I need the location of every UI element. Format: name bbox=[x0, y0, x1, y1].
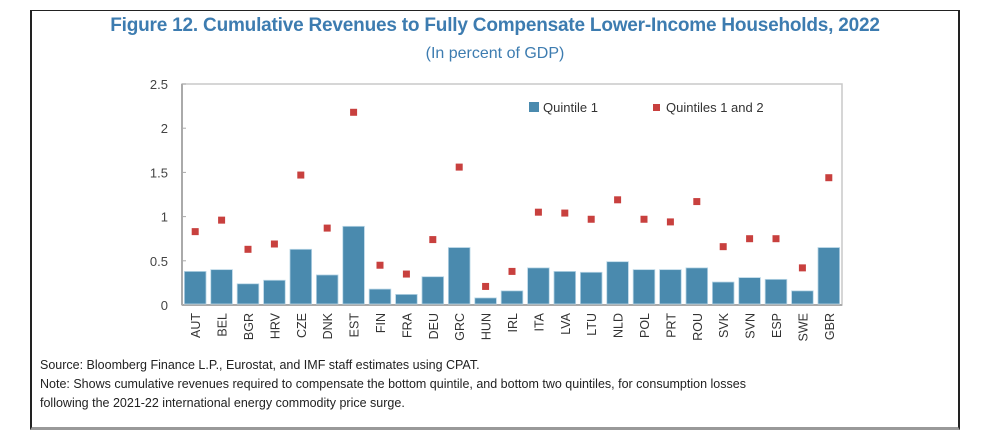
dot-aut bbox=[191, 228, 199, 236]
bar-lva bbox=[553, 271, 577, 305]
x-tick-label-fin: FIN bbox=[374, 313, 388, 333]
x-tick-label-gbr: GBR bbox=[823, 313, 837, 340]
y-tick-label: 2 bbox=[161, 121, 168, 136]
y-tick-label: 0 bbox=[161, 298, 168, 313]
dot-ita bbox=[534, 208, 542, 216]
dot-ltu bbox=[587, 215, 595, 223]
x-tick-label-bel: BEL bbox=[216, 313, 230, 337]
bar-fin bbox=[368, 288, 392, 305]
x-tick-label-ltu: LTU bbox=[585, 313, 599, 336]
x-tick-label-hrv: HRV bbox=[268, 312, 282, 339]
bar-ita bbox=[527, 267, 550, 305]
bar-pol bbox=[632, 269, 656, 305]
bar-aut bbox=[183, 271, 207, 305]
legend-label-quintiles-1-2: Quintiles 1 and 2 bbox=[666, 100, 764, 115]
x-tick-label-est: EST bbox=[348, 313, 362, 338]
bar-ltu bbox=[579, 271, 603, 305]
note-line-1: Note: Shows cumulative revenues required… bbox=[40, 377, 746, 391]
dot-hun bbox=[482, 282, 490, 290]
bar-deu bbox=[421, 276, 445, 305]
chart-svg: 0 0.5 1 1.5 2 2.5 AUT BEL BGR HRV CZE DNK EST FIN FRA… bbox=[150, 77, 843, 341]
x-tick-label-grc: GRC bbox=[453, 313, 467, 341]
x-tick-label-dnk: DNK bbox=[321, 312, 335, 339]
x-tick-label-pol: POL bbox=[638, 313, 652, 338]
legend-swatch-quintile-1 bbox=[529, 102, 539, 112]
dot-esp bbox=[772, 235, 780, 243]
bar-svn bbox=[738, 277, 761, 305]
bars-quintile-1 bbox=[183, 225, 841, 305]
dot-dnk bbox=[323, 224, 331, 232]
x-tick-label-deu: DEU bbox=[427, 313, 441, 339]
x-tick-label-prt: PRT bbox=[664, 313, 678, 338]
bar-esp bbox=[764, 278, 788, 305]
dot-fin bbox=[376, 261, 384, 269]
dot-swe bbox=[798, 264, 806, 272]
bar-hun bbox=[474, 297, 497, 305]
bar-fra bbox=[395, 293, 418, 305]
legend: Quintile 1 Quintiles 1 and 2 bbox=[529, 100, 764, 115]
bar-irl bbox=[500, 290, 524, 305]
bar-dnk bbox=[315, 274, 339, 305]
dot-nld bbox=[614, 196, 622, 204]
dot-rou bbox=[693, 198, 701, 206]
figure-title: Figure 12. Cumulative Revenues to Fully … bbox=[110, 15, 880, 36]
bar-cze bbox=[289, 248, 313, 305]
x-tick-label-svn: SVN bbox=[744, 313, 758, 339]
x-tick-label-fra: FRA bbox=[400, 312, 414, 338]
dot-fra bbox=[402, 270, 410, 278]
y-tick-label: 1.5 bbox=[150, 165, 168, 180]
x-tick-label-hun: HUN bbox=[480, 313, 494, 340]
dot-lva bbox=[561, 209, 569, 217]
dot-svn bbox=[746, 235, 754, 243]
x-tick-label-lva: LVA bbox=[559, 312, 573, 334]
figure-subtitle: (In percent of GDP) bbox=[425, 45, 565, 62]
figure-notes: Source: Bloomberg Finance L.P., Eurostat… bbox=[40, 356, 950, 413]
bar-gbr bbox=[817, 247, 841, 305]
bar-grc bbox=[447, 247, 471, 305]
y-tick-label: 0.5 bbox=[150, 254, 168, 269]
dot-est bbox=[350, 108, 358, 116]
x-tick-label-swe: SWE bbox=[796, 313, 810, 341]
bar-prt bbox=[659, 269, 682, 305]
dot-bel bbox=[218, 216, 226, 224]
x-tick-label-cze: CZE bbox=[295, 313, 309, 338]
dot-prt bbox=[666, 218, 674, 226]
dot-gbr bbox=[825, 174, 833, 182]
x-tick-label-ita: ITA bbox=[532, 312, 546, 331]
dot-cze bbox=[297, 171, 305, 179]
axes: 0 0.5 1 1.5 2 2.5 bbox=[150, 77, 843, 313]
x-tick-labels: AUT BEL BGR HRV CZE DNK EST FIN FRA DEU GRC HUN IRL I… bbox=[189, 312, 837, 341]
figure-frame: Figure 12. Cumulative Revenues to Fully … bbox=[30, 10, 960, 430]
x-tick-label-irl: IRL bbox=[506, 313, 520, 333]
bar-rou bbox=[685, 267, 709, 305]
bar-bgr bbox=[236, 283, 260, 305]
bar-swe bbox=[791, 290, 814, 305]
legend-swatch-quintiles-1-2 bbox=[653, 104, 660, 111]
legend-label-quintile-1: Quintile 1 bbox=[543, 100, 598, 115]
bar-nld bbox=[606, 261, 629, 305]
x-tick-label-aut: AUT bbox=[189, 313, 203, 338]
source-note: Source: Bloomberg Finance L.P., Eurostat… bbox=[40, 358, 480, 372]
y-tick-label: 1 bbox=[161, 210, 168, 225]
dot-grc bbox=[455, 163, 463, 171]
bar-svk bbox=[711, 281, 735, 305]
x-tick-label-rou: ROU bbox=[691, 313, 705, 341]
dot-svk bbox=[719, 243, 727, 251]
dot-pol bbox=[640, 215, 648, 223]
note-line-2: following the 2021-22 international ener… bbox=[40, 396, 405, 410]
dot-bgr bbox=[244, 245, 252, 253]
x-tick-label-nld: NLD bbox=[612, 313, 626, 338]
bar-bel bbox=[210, 269, 233, 305]
dots-quintiles-1-2 bbox=[191, 108, 833, 290]
dot-irl bbox=[508, 267, 516, 275]
x-tick-label-svk: SVK bbox=[717, 312, 731, 338]
x-tick-label-esp: ESP bbox=[770, 313, 784, 338]
y-tick-label: 2.5 bbox=[150, 77, 168, 92]
x-tick-label-bgr: BGR bbox=[242, 313, 256, 340]
bar-hrv bbox=[263, 279, 286, 305]
dot-hrv bbox=[270, 240, 278, 248]
bar-est bbox=[342, 225, 365, 305]
dot-deu bbox=[429, 236, 437, 244]
